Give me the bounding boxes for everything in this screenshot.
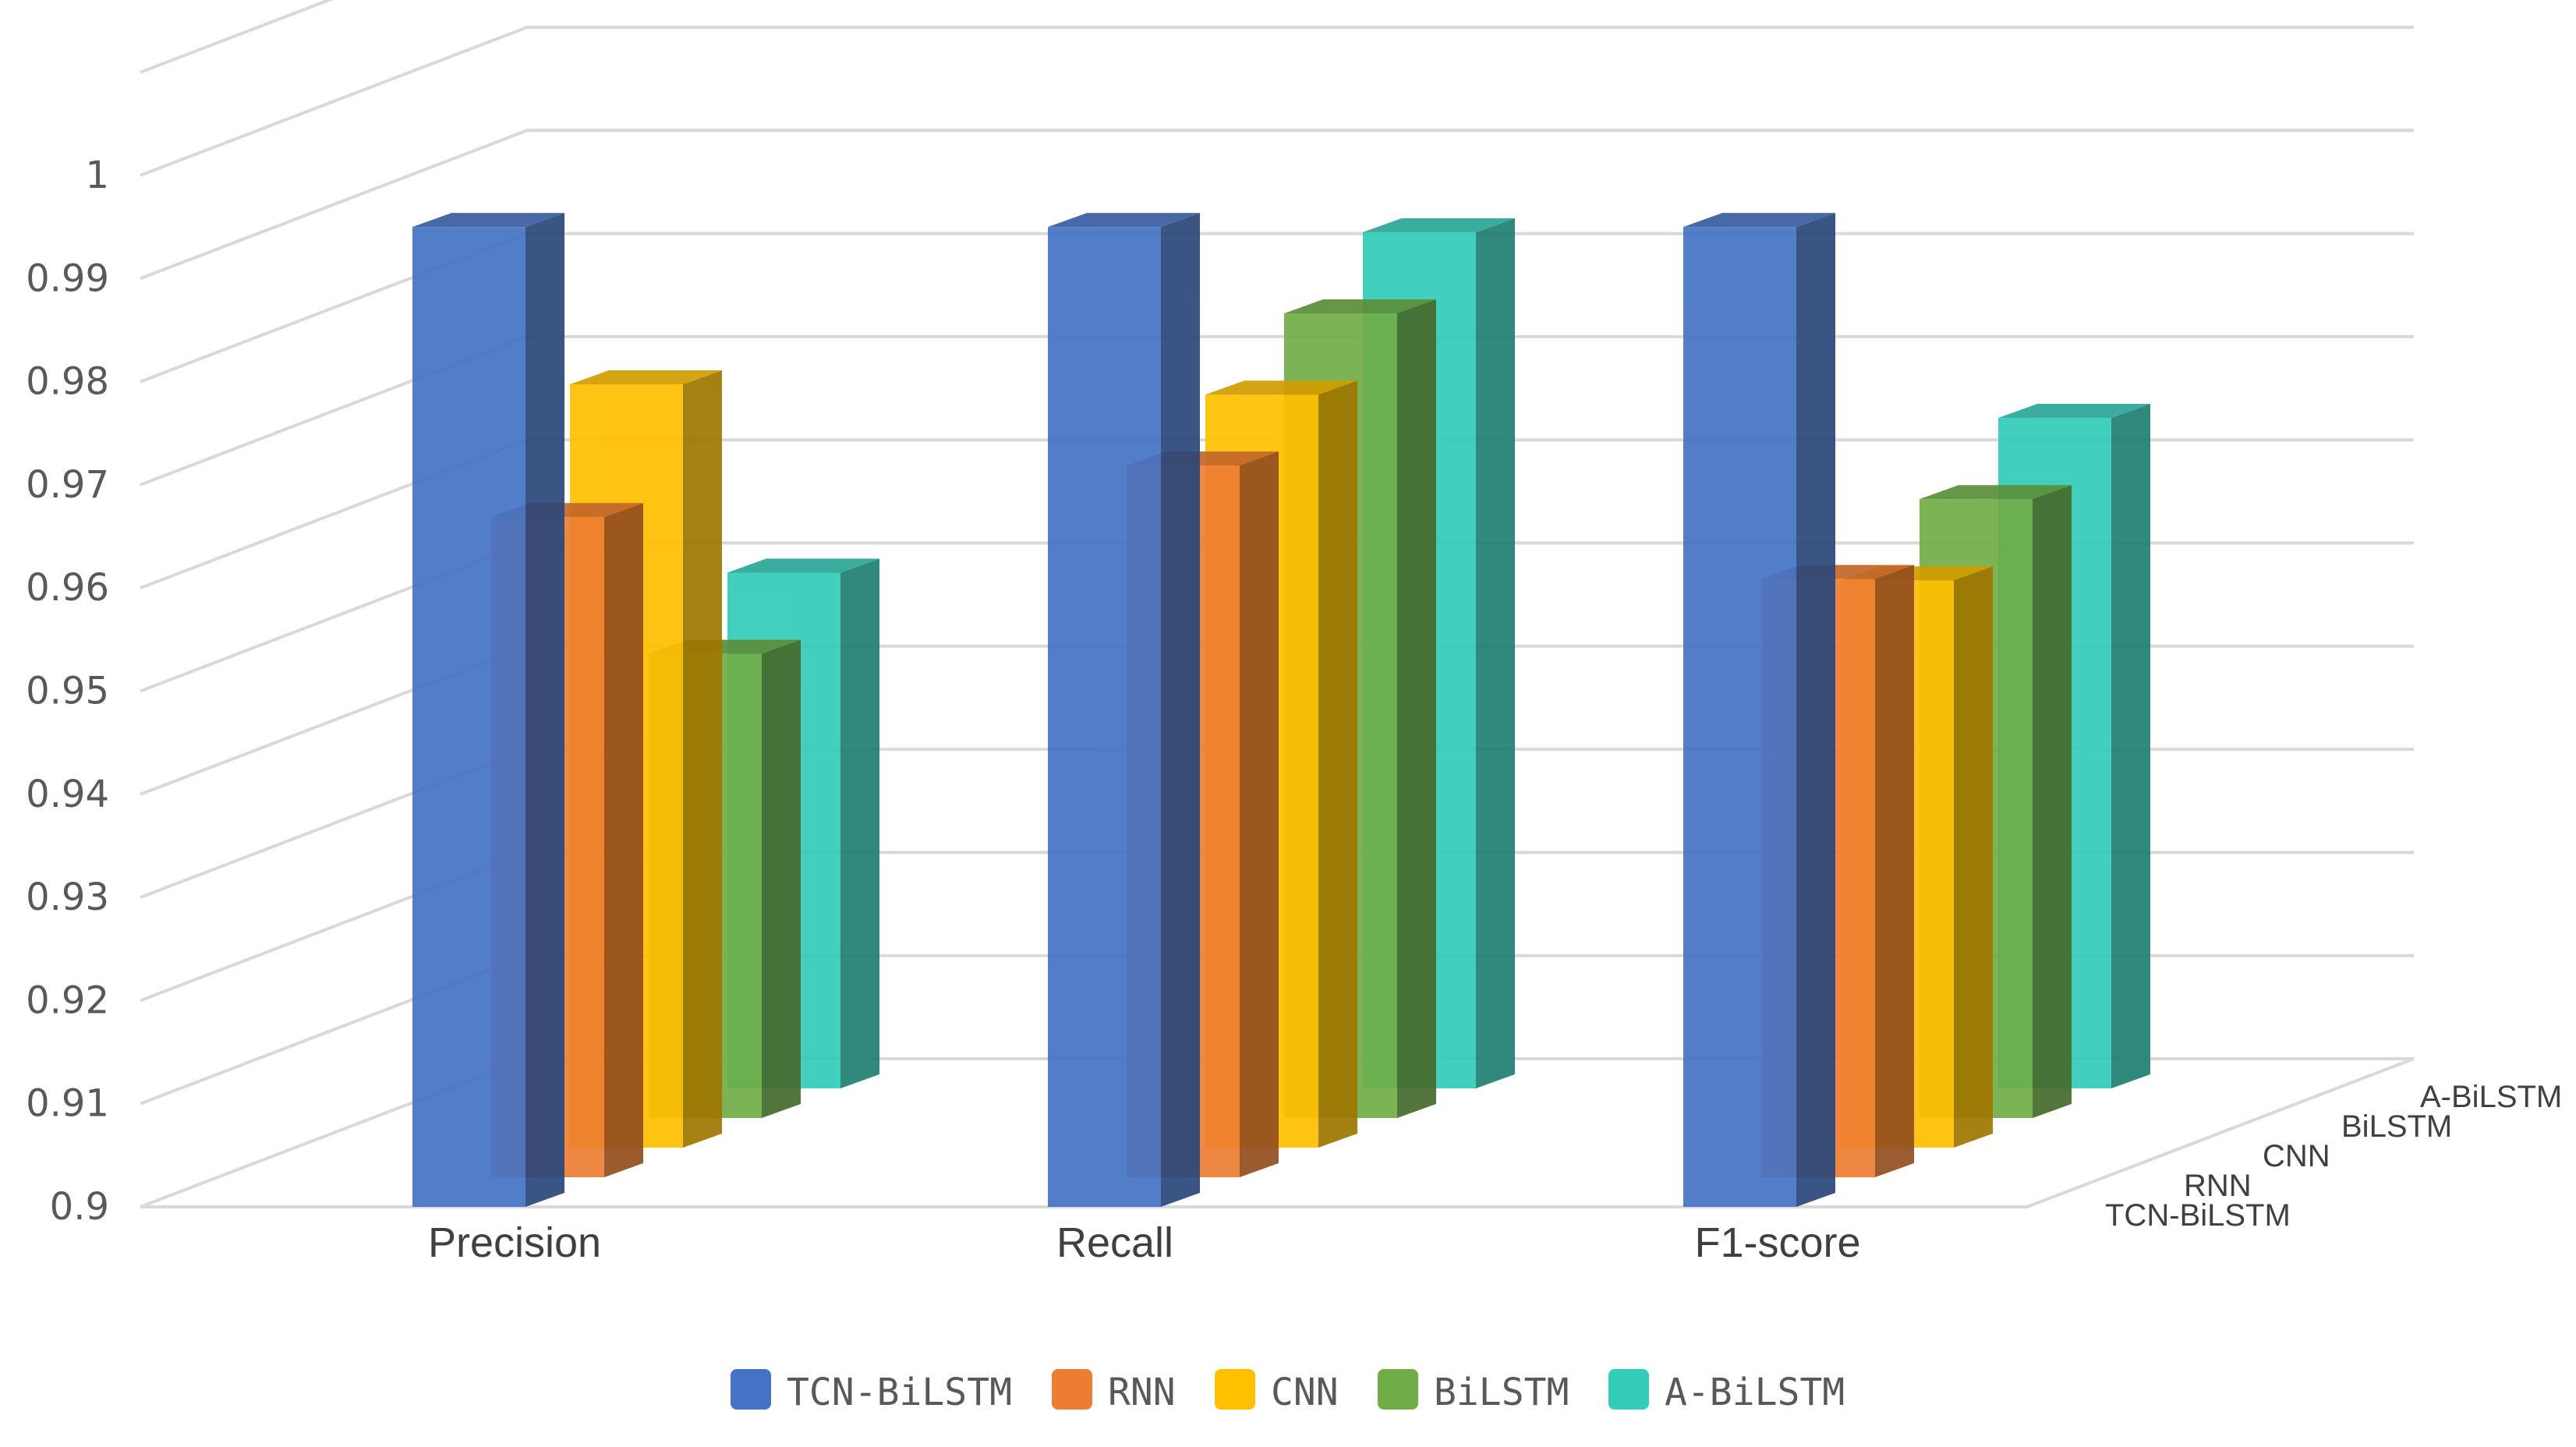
bar-side bbox=[1161, 213, 1200, 1207]
bar-front bbox=[1048, 227, 1161, 1207]
depth-label-rnn: RNN bbox=[2184, 1169, 2252, 1203]
legend-swatch bbox=[1608, 1369, 1649, 1410]
bar-side bbox=[1954, 566, 1993, 1148]
bar-top bbox=[412, 213, 564, 228]
x-tick-label-recall: Recall bbox=[1056, 1219, 1173, 1266]
bar-side bbox=[525, 213, 564, 1207]
legend-label: CNN bbox=[1271, 1371, 1339, 1414]
y-axis-ticks: 0.9 0.91 0.92 0.93 0.94 0.95 0.96 0.97 0.98 0.99 1 bbox=[26, 154, 109, 1229]
y-tick-label: 0.93 bbox=[26, 876, 109, 919]
gridline bbox=[140, 26, 2414, 177]
bar-side bbox=[604, 503, 643, 1177]
depth-label-cnn: CNN bbox=[2263, 1139, 2330, 1173]
y-tick-label: 0.95 bbox=[26, 670, 109, 713]
gridline bbox=[140, 0, 334, 74]
bar-top bbox=[1048, 213, 1200, 228]
bar-side bbox=[2033, 485, 2072, 1118]
bar-side bbox=[762, 639, 801, 1118]
bar-tcn-bilstm-recall bbox=[1048, 213, 1200, 1207]
bar-top bbox=[1284, 299, 1436, 314]
bar-front bbox=[412, 227, 525, 1207]
legend-swatch bbox=[1052, 1369, 1092, 1410]
x-tick-label-f1-score: F1-score bbox=[1694, 1219, 1860, 1266]
y-tick-label: 0.97 bbox=[26, 463, 109, 507]
legend-item-a-bilstm: A-BiLSTM bbox=[1608, 1369, 1845, 1414]
bar-top bbox=[570, 370, 722, 384]
floor-edge bbox=[140, 1057, 2415, 1208]
bar-tcn-bilstm-precision bbox=[412, 213, 564, 1207]
depth-label-a-bilstm: A-BiLSTM bbox=[2420, 1080, 2562, 1114]
bar-tcn-bilstm-f1-score bbox=[1683, 213, 1835, 1207]
bar-side bbox=[1240, 451, 1279, 1177]
bar-top bbox=[1363, 218, 1515, 232]
legend-swatch bbox=[731, 1369, 771, 1410]
y-tick-label: 0.94 bbox=[26, 773, 109, 816]
x-tick-label-precision: Precision bbox=[428, 1219, 601, 1266]
y-tick-label: 1 bbox=[85, 154, 109, 197]
depth-label-bilstm: BiLSTM bbox=[2341, 1109, 2452, 1144]
legend-label: RNN bbox=[1108, 1371, 1176, 1414]
legend-label: A-BiLSTM bbox=[1665, 1371, 1845, 1414]
y-tick-label: 0.91 bbox=[26, 1082, 109, 1126]
legend: TCN-BiLSTM RNN CNN BiLSTM A-BiLSTM bbox=[731, 1369, 1845, 1414]
y-tick-label: 0.92 bbox=[26, 978, 109, 1022]
bar-side bbox=[1318, 380, 1357, 1148]
bar-side bbox=[1796, 213, 1835, 1207]
legend-swatch bbox=[1215, 1369, 1255, 1410]
legend-item-tcn-bilstm: TCN-BiLSTM bbox=[731, 1369, 1012, 1414]
gridline bbox=[140, 129, 2414, 281]
y-tick-label: 0.96 bbox=[26, 566, 109, 610]
legend-swatch bbox=[1378, 1369, 1418, 1410]
bar-side bbox=[2111, 404, 2150, 1088]
y-tick-label: 0.98 bbox=[26, 360, 109, 404]
bar-side bbox=[683, 370, 722, 1148]
depth-label-tcn-bilstm: TCN-BiLSTM bbox=[2105, 1198, 2291, 1233]
legend-item-rnn: RNN bbox=[1052, 1369, 1176, 1414]
chart-floor bbox=[140, 1057, 2415, 1208]
legend-label: TCN-BiLSTM bbox=[787, 1371, 1012, 1414]
legend-label: BiLSTM bbox=[1434, 1371, 1569, 1414]
bar-side bbox=[1476, 218, 1515, 1088]
bar-top bbox=[1683, 213, 1835, 228]
bar-top bbox=[727, 558, 879, 573]
bar-side bbox=[840, 558, 879, 1088]
y-tick-label: 0.99 bbox=[26, 256, 109, 300]
bar-side bbox=[1875, 564, 1914, 1177]
x-axis-labels: Precision Recall F1-score bbox=[428, 1219, 1861, 1266]
y-tick-label: 0.9 bbox=[50, 1185, 109, 1229]
bar-top bbox=[1920, 485, 2072, 500]
bar-side bbox=[1397, 299, 1436, 1118]
bars bbox=[412, 213, 2150, 1207]
bar-top bbox=[1205, 380, 1357, 395]
bar-top bbox=[1998, 404, 2150, 419]
legend-item-bilstm: BiLSTM bbox=[1378, 1369, 1569, 1414]
legend-item-cnn: CNN bbox=[1215, 1369, 1339, 1414]
bar-front bbox=[1683, 227, 1796, 1207]
